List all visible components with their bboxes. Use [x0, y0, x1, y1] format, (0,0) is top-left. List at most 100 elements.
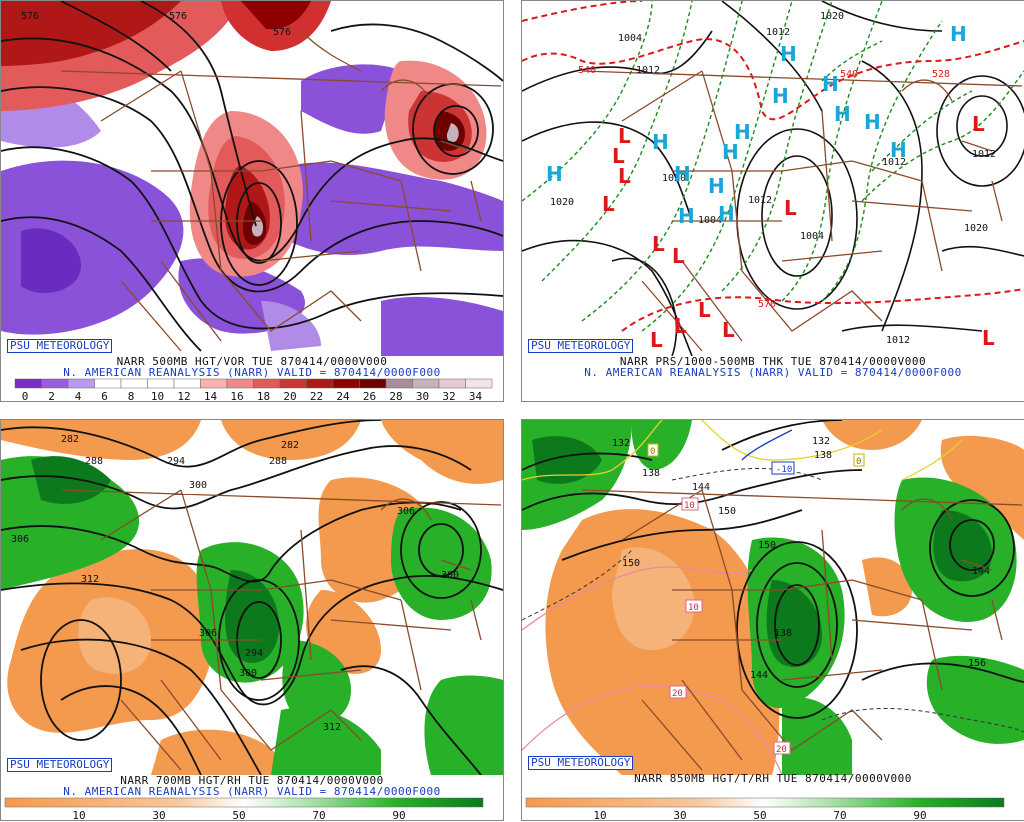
scale-tick-label: 90 — [392, 809, 406, 822]
contour-label: 312 — [323, 722, 341, 733]
isobar-label: 1012 — [636, 65, 660, 76]
scale-tick-label: 70 — [833, 809, 847, 822]
contour-label: 144 — [692, 482, 710, 493]
scale-tick-label: 16 — [230, 390, 244, 403]
low-pressure-symbol: L — [674, 314, 687, 338]
temperature-label: 20 — [776, 745, 787, 755]
scale-tick-label: 4 — [74, 390, 82, 403]
scale-tick-label: 32 — [442, 390, 456, 403]
contour-label: 576 — [273, 27, 291, 38]
scale-tick-label: 34 — [468, 390, 483, 403]
map-caption-title: NARR 850MB HGT/T/RH TUE 870414/0000V000 — [634, 772, 912, 785]
map-caption-valid: N. AMERICAN REANALYSIS (NARR) VALID = 87… — [63, 366, 441, 379]
panel-500mb-vorticity: 576 576 576 PSU METEOROLOGY NARR 500MB H… — [0, 0, 504, 403]
low-pressure-symbol: L — [612, 144, 625, 168]
scale-swatch — [41, 378, 69, 389]
contour-label: 156 — [968, 658, 986, 669]
contour-label: 150 — [758, 540, 776, 551]
map-caption-valid: N. AMERICAN REANALYSIS (NARR) VALID = 87… — [584, 366, 962, 379]
panel-850mb-temperature-rh: 132 138 144 150 150 138 144 156 144 150 … — [521, 419, 1024, 822]
contour-label: 300 — [441, 570, 459, 581]
contour-label: 288 — [85, 456, 103, 467]
scale-swatch — [14, 378, 42, 389]
high-pressure-symbol: H — [950, 22, 967, 46]
isobar-label: 1012 — [748, 195, 772, 206]
panel-sea-level-pressure-thickness: 1004 1012 1020 1012 1020 1004 1012 1020 … — [521, 0, 1024, 402]
scale-tick-label: 50 — [232, 809, 246, 822]
low-pressure-symbol: L — [784, 196, 797, 220]
low-pressure-symbol: L — [652, 232, 665, 256]
contour-label: 294 — [167, 456, 185, 467]
high-pressure-symbol: H — [678, 204, 695, 228]
scale-tick-labels: 0 2 4 6 8 10 12 14 16 18 20 22 24 26 28 30 32 34 — [1, 390, 503, 403]
scale-tick-label: 18 — [256, 390, 271, 403]
psu-meteorology-label: PSU METEOROLOGY — [528, 756, 634, 770]
rh-color-scale: 10 30 50 70 90 — [1, 796, 503, 822]
high-pressure-symbol: H — [708, 174, 725, 198]
thickness-label: 540 — [578, 65, 596, 76]
low-pressure-symbol: L — [722, 318, 735, 342]
isobar-label: 1012 — [886, 335, 910, 346]
isobar-label: 1004 — [800, 231, 824, 242]
low-pressure-symbol: L — [672, 244, 685, 268]
low-pressure-symbol: L — [982, 326, 995, 350]
low-pressure-symbol: L — [618, 164, 631, 188]
scale-tick-label: 10 — [593, 809, 607, 822]
map-caption-valid: N. AMERICAN REANALYSIS (NARR) VALID = 87… — [63, 785, 441, 798]
contour-label: 306 — [11, 534, 29, 545]
contour-label: 138 — [642, 468, 660, 479]
temperature-label: 0 — [650, 447, 655, 457]
scale-tick-label: 30 — [415, 390, 430, 403]
isobar-label: 1004 — [618, 33, 642, 44]
contour-label: 288 — [269, 456, 287, 467]
scale-tick-label: 6 — [101, 390, 108, 403]
t850-map: 132 138 144 150 150 138 144 156 144 150 … — [522, 420, 1024, 775]
scale-tick-label: 26 — [362, 390, 377, 403]
map-caption-title: NARR PRS/1000-500MB THK TUE 870414/0000V… — [619, 355, 927, 368]
contour-label: 300 — [189, 480, 207, 491]
temperature-label: 0 — [856, 457, 861, 467]
scale-swatch — [465, 378, 493, 389]
isobar-label: 1012 — [972, 149, 996, 160]
thickness-label: 570 — [758, 299, 776, 310]
scale-tick-label: 12 — [177, 390, 191, 403]
vorticity-color-scale: 0 2 4 6 8 10 12 14 16 18 20 22 24 26 28 30 32 34 — [1, 377, 503, 403]
isobar-label: 1020 — [820, 11, 844, 22]
high-pressure-symbol: H — [652, 130, 669, 154]
scale-tick-label: 10 — [150, 390, 165, 403]
low-pressure-symbol: L — [602, 192, 615, 216]
pressure-map: 1004 1012 1020 1012 1020 1004 1012 1020 … — [522, 1, 1024, 356]
scale-tick-label: 28 — [389, 390, 403, 403]
scale-tick-label: 30 — [152, 809, 166, 822]
panel-700mb-relative-humidity: 282 288 294 282 288 300 306 306 312 306 … — [0, 419, 504, 822]
temperature-label: 20 — [672, 689, 683, 699]
rh700-map: 282 288 294 282 288 300 306 306 312 306 … — [1, 420, 503, 775]
contour-label: 306 — [199, 628, 217, 639]
high-pressure-symbol: H — [822, 72, 839, 96]
scale-swatches — [14, 378, 493, 389]
low-pressure-symbol: L — [972, 112, 985, 136]
psu-meteorology-label: PSU METEOROLOGY — [7, 758, 113, 772]
contour-label: 144 — [972, 566, 990, 577]
scale-tick-label: 20 — [283, 390, 297, 403]
temperature-label: 10 — [684, 501, 695, 511]
contour-label: 282 — [281, 440, 299, 451]
contour-label: 150 — [622, 558, 640, 569]
scale-swatch — [120, 378, 148, 389]
contour-label: 138 — [814, 450, 832, 461]
low-pressure-symbol: L — [618, 124, 631, 148]
isobar-label: 1020 — [550, 197, 574, 208]
scale-swatch — [253, 378, 281, 389]
contour-label: 138 — [774, 628, 792, 639]
scale-swatch — [359, 378, 387, 389]
high-pressure-symbol: H — [772, 84, 789, 108]
contour-label: 282 — [61, 434, 79, 445]
scale-tick-label: 14 — [203, 390, 218, 403]
contour-label: 132 — [812, 436, 830, 447]
high-pressure-symbol: H — [864, 110, 881, 134]
scale-swatch — [279, 378, 307, 389]
scale-swatch — [173, 378, 201, 389]
thickness-label: 540 — [840, 69, 858, 80]
scale-tick-label: 22 — [309, 390, 324, 403]
temperature-label: -10 — [776, 465, 792, 475]
